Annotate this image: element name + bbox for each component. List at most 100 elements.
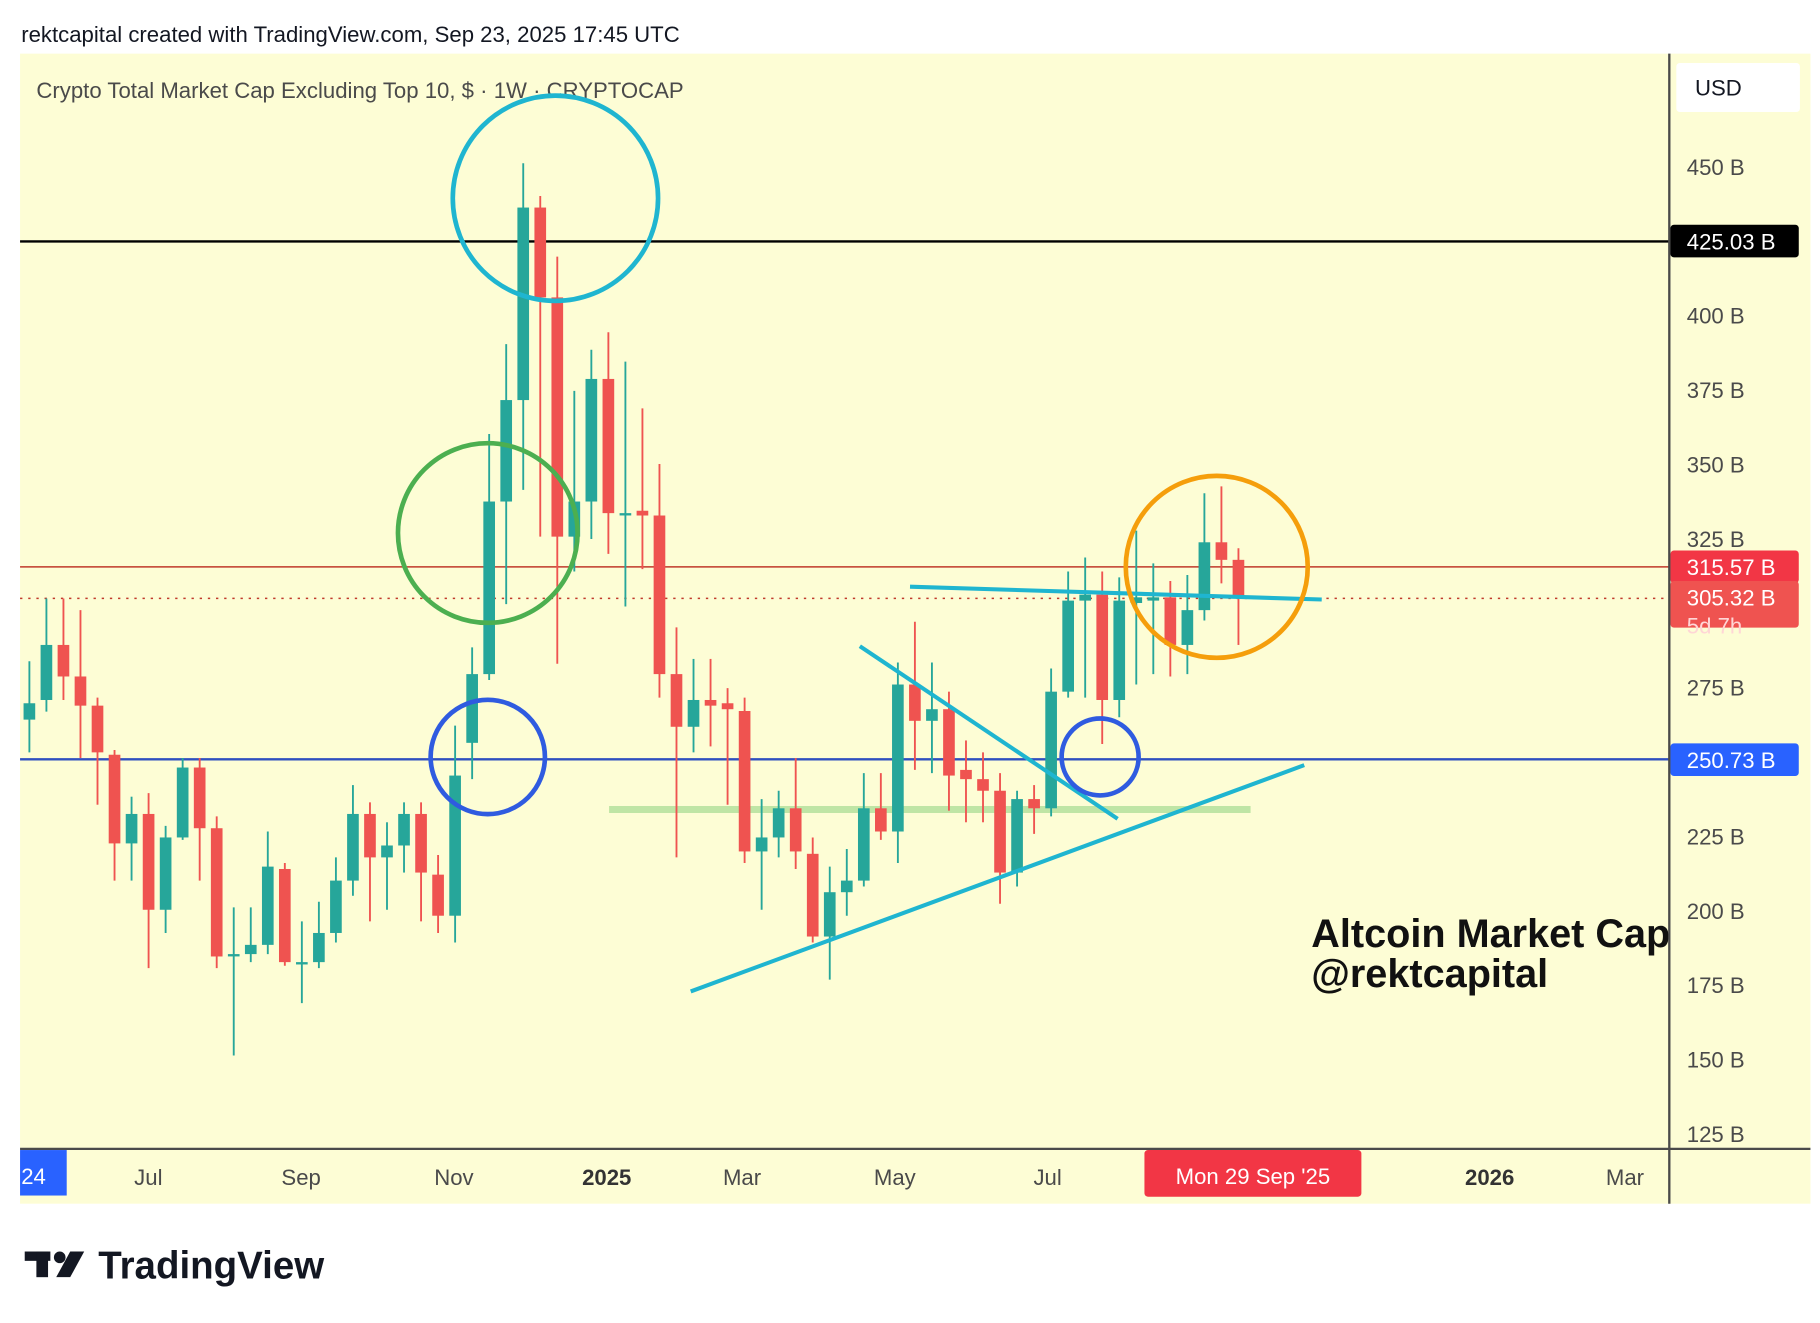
candle[interactable] bbox=[534, 195, 547, 537]
time-start-badge bbox=[20, 1150, 67, 1196]
trendlines bbox=[690, 584, 1322, 994]
time-tick-label: Sep bbox=[281, 1165, 320, 1190]
candle[interactable] bbox=[74, 610, 87, 759]
candle[interactable] bbox=[551, 256, 564, 664]
price-tick-label: 200 B bbox=[1687, 899, 1745, 924]
candle[interactable] bbox=[91, 697, 104, 805]
svg-text:315.57 B: 315.57 B bbox=[1687, 555, 1776, 580]
candle[interactable] bbox=[193, 758, 206, 881]
candle[interactable] bbox=[398, 802, 410, 873]
candle[interactable] bbox=[1164, 580, 1177, 677]
candle[interactable] bbox=[296, 921, 308, 1004]
candle[interactable] bbox=[789, 758, 802, 869]
candle[interactable] bbox=[500, 344, 513, 605]
candle[interactable] bbox=[840, 849, 853, 916]
candle[interactable] bbox=[1028, 785, 1040, 834]
candle[interactable] bbox=[517, 163, 530, 490]
candle[interactable] bbox=[857, 773, 870, 887]
candle[interactable] bbox=[772, 790, 785, 858]
candle[interactable] bbox=[670, 627, 683, 858]
candle[interactable] bbox=[619, 361, 632, 607]
time-tick-label: Nov bbox=[434, 1165, 473, 1190]
descending-trendline[interactable] bbox=[858, 644, 1119, 821]
candle[interactable] bbox=[704, 658, 717, 747]
candle[interactable] bbox=[1215, 486, 1228, 584]
price-axis[interactable]: 450 B 400 B 375 B 350 B 325 B 275 B 225 B 200 B… bbox=[1687, 155, 1745, 1147]
candle[interactable] bbox=[176, 758, 189, 840]
price-tick-label: 350 B bbox=[1687, 452, 1745, 477]
candle[interactable] bbox=[909, 621, 921, 770]
candle[interactable] bbox=[23, 661, 36, 753]
candle[interactable] bbox=[943, 691, 955, 811]
green-circle-breakout[interactable] bbox=[395, 440, 580, 626]
candle[interactable] bbox=[875, 773, 887, 840]
blue-circle-retest[interactable] bbox=[1059, 716, 1141, 798]
candle[interactable] bbox=[432, 855, 444, 933]
candle[interactable] bbox=[415, 802, 427, 922]
candle[interactable] bbox=[227, 907, 240, 1056]
price-tick-label: 150 B bbox=[1687, 1048, 1745, 1073]
candle[interactable] bbox=[653, 464, 666, 698]
candle[interactable] bbox=[381, 822, 393, 910]
candle[interactable] bbox=[1096, 571, 1109, 745]
candle[interactable] bbox=[960, 740, 972, 823]
candle[interactable] bbox=[806, 837, 819, 943]
svg-text:305.32 B: 305.32 B bbox=[1687, 585, 1776, 610]
candle[interactable] bbox=[585, 349, 598, 540]
candle[interactable] bbox=[210, 816, 223, 969]
rising-trendline[interactable] bbox=[690, 763, 1305, 994]
candle[interactable] bbox=[721, 688, 734, 805]
candle[interactable] bbox=[159, 825, 172, 933]
candle[interactable] bbox=[278, 863, 291, 966]
time-tick-label: Mar bbox=[1606, 1165, 1645, 1190]
flat-trendline[interactable] bbox=[909, 584, 1322, 602]
candle[interactable] bbox=[1198, 493, 1211, 621]
candle[interactable] bbox=[636, 408, 649, 570]
candle[interactable] bbox=[261, 831, 274, 955]
candle[interactable] bbox=[347, 785, 359, 896]
candle[interactable] bbox=[977, 752, 989, 823]
cyan-circle-top[interactable] bbox=[450, 93, 661, 304]
candle[interactable] bbox=[1079, 557, 1092, 698]
candle[interactable] bbox=[364, 802, 376, 922]
price-tick-label: 125 B bbox=[1687, 1122, 1745, 1147]
candle[interactable] bbox=[313, 901, 325, 969]
svg-text:250.73 B: 250.73 B bbox=[1687, 748, 1776, 773]
candle[interactable] bbox=[823, 866, 836, 980]
circle-annotations bbox=[395, 93, 1311, 817]
candle[interactable] bbox=[755, 799, 768, 910]
price-badge: 250.73 B bbox=[1670, 743, 1799, 777]
candle[interactable] bbox=[483, 433, 496, 681]
candle[interactable] bbox=[466, 647, 478, 780]
candle[interactable] bbox=[926, 662, 938, 774]
candle[interactable] bbox=[40, 598, 53, 712]
price-tick-label: 400 B bbox=[1687, 304, 1745, 329]
candle[interactable] bbox=[602, 332, 615, 554]
time-axis[interactable]: Jul Sep Nov 2025 Mar May Jul 2026 Mar bbox=[134, 1165, 1644, 1190]
candle[interactable] bbox=[142, 793, 155, 969]
candle[interactable] bbox=[330, 857, 342, 943]
candle[interactable] bbox=[125, 796, 138, 881]
candle[interactable] bbox=[738, 697, 751, 864]
candle[interactable] bbox=[57, 598, 70, 700]
candle[interactable] bbox=[449, 725, 461, 943]
candle[interactable] bbox=[1147, 563, 1160, 675]
currency-button[interactable] bbox=[1676, 62, 1800, 112]
candle[interactable] bbox=[244, 907, 257, 963]
blue-circle-reclaim[interactable] bbox=[428, 697, 548, 817]
candle[interactable] bbox=[108, 749, 121, 881]
price-badge: 425.03 B bbox=[1670, 224, 1799, 258]
candle[interactable] bbox=[1045, 668, 1057, 817]
candle[interactable] bbox=[687, 658, 700, 753]
tradingview-logo[interactable]: TradingView bbox=[24, 1244, 326, 1287]
candle[interactable] bbox=[994, 773, 1006, 904]
orange-circle-current[interactable] bbox=[1123, 473, 1311, 661]
candle[interactable] bbox=[1113, 577, 1126, 718]
candle[interactable] bbox=[892, 662, 904, 864]
price-tick-label: 375 B bbox=[1687, 378, 1745, 403]
price-tick-label: 325 B bbox=[1687, 527, 1745, 552]
horizontal-levels bbox=[20, 240, 1670, 761]
candle[interactable] bbox=[1181, 575, 1194, 675]
